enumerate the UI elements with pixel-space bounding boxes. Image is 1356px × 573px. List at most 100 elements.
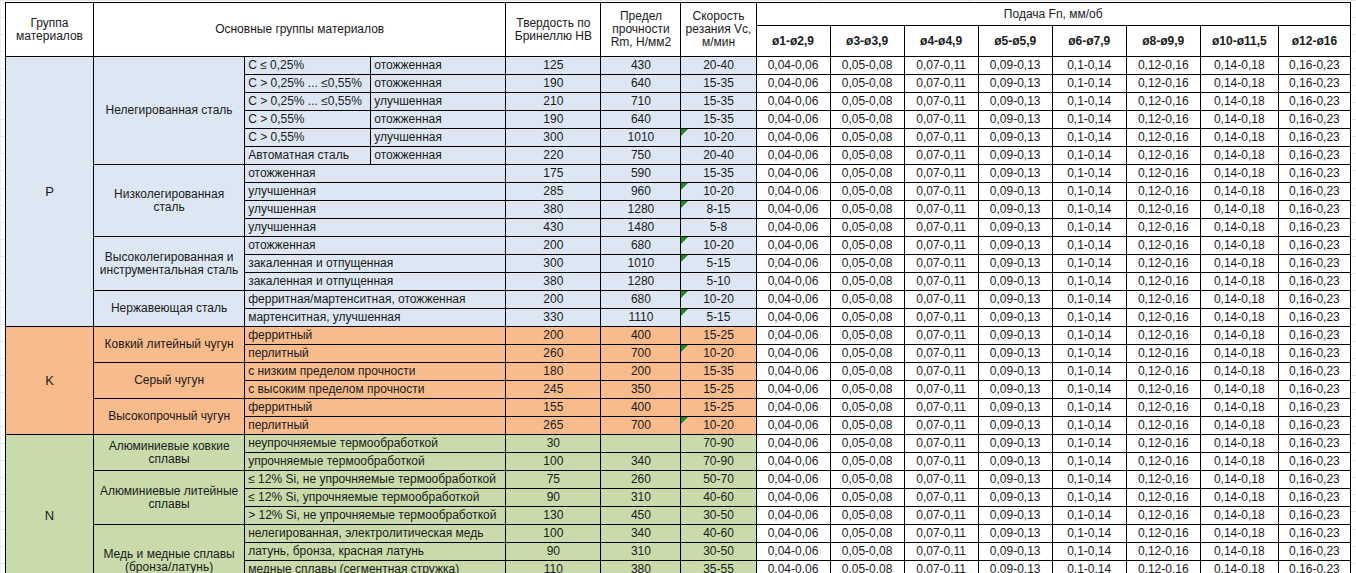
feed-value-cell[interactable]: 0,12-0,16 [1126, 255, 1200, 273]
feed-value-cell[interactable]: 0,14-0,18 [1200, 543, 1278, 561]
feed-value-cell[interactable]: 0,16-0,23 [1278, 183, 1350, 201]
feed-value-cell[interactable]: 0,12-0,16 [1126, 309, 1200, 327]
feed-value-cell[interactable]: 0,14-0,18 [1200, 399, 1278, 417]
hardness-cell[interactable]: 155 [506, 399, 601, 417]
feed-value-cell[interactable]: 0,1-0,14 [1052, 147, 1126, 165]
header-tensile-strength[interactable]: Предел прочности Rm, Н/мм2 [601, 3, 681, 57]
hardness-cell[interactable]: 75 [506, 471, 601, 489]
feed-value-cell[interactable]: 0,1-0,14 [1052, 75, 1126, 93]
feed-value-cell[interactable]: 0,09-0,13 [978, 111, 1052, 129]
feed-value-cell[interactable]: 0,04-0,06 [756, 561, 830, 573]
hardness-cell[interactable]: 110 [506, 561, 601, 573]
feed-value-cell[interactable]: 0,04-0,06 [756, 507, 830, 525]
feed-value-cell[interactable]: 0,14-0,18 [1200, 93, 1278, 111]
feed-value-cell[interactable]: 0,16-0,23 [1278, 525, 1350, 543]
cutting-speed-cell[interactable]: 35-55 [681, 561, 756, 573]
feed-value-cell[interactable]: 0,09-0,13 [978, 507, 1052, 525]
feed-value-cell[interactable]: 0,04-0,06 [756, 57, 830, 75]
feed-value-cell[interactable]: 0,14-0,18 [1200, 201, 1278, 219]
material-state-cell[interactable]: ферритный [245, 399, 506, 417]
material-state-cell[interactable]: отожженная [371, 147, 506, 165]
feed-value-cell[interactable]: 0,04-0,06 [756, 417, 830, 435]
hardness-cell[interactable]: 220 [506, 147, 601, 165]
feed-value-cell[interactable]: 0,1-0,14 [1052, 111, 1126, 129]
hardness-cell[interactable]: 265 [506, 417, 601, 435]
feed-value-cell[interactable]: 0,04-0,06 [756, 75, 830, 93]
feed-value-cell[interactable]: 0,04-0,06 [756, 129, 830, 147]
feed-value-cell[interactable]: 0,12-0,16 [1126, 363, 1200, 381]
feed-value-cell[interactable]: 0,04-0,06 [756, 471, 830, 489]
feed-value-cell[interactable]: 0,12-0,16 [1126, 165, 1200, 183]
feed-value-cell[interactable]: 0,14-0,18 [1200, 273, 1278, 291]
header-feed-d6[interactable]: ø8-ø9,9 [1126, 26, 1200, 57]
header-feed-d8[interactable]: ø12-ø16 [1278, 26, 1350, 57]
feed-value-cell[interactable]: 0,07-0,11 [904, 93, 978, 111]
feed-value-cell[interactable]: 0,04-0,06 [756, 255, 830, 273]
feed-value-cell[interactable]: 0,05-0,08 [830, 327, 904, 345]
feed-value-cell[interactable]: 0,14-0,18 [1200, 381, 1278, 399]
feed-value-cell[interactable]: 0,16-0,23 [1278, 309, 1350, 327]
feed-value-cell[interactable]: 0,05-0,08 [830, 525, 904, 543]
feed-value-cell[interactable]: 0,1-0,14 [1052, 417, 1126, 435]
feed-value-cell[interactable]: 0,07-0,11 [904, 435, 978, 453]
feed-value-cell[interactable]: 0,16-0,23 [1278, 399, 1350, 417]
hardness-cell[interactable]: 300 [506, 255, 601, 273]
material-state-cell[interactable]: отожженная [371, 111, 506, 129]
feed-value-cell[interactable]: 0,1-0,14 [1052, 291, 1126, 309]
feed-value-cell[interactable]: 0,09-0,13 [978, 345, 1052, 363]
strength-cell[interactable]: 310 [601, 543, 681, 561]
feed-value-cell[interactable]: 0,09-0,13 [978, 219, 1052, 237]
material-state-cell[interactable]: закаленная и отпущенная [245, 255, 506, 273]
feed-value-cell[interactable]: 0,12-0,16 [1126, 237, 1200, 255]
material-state-cell[interactable]: ≤ 12% Si, упрочняемые термообработкой [245, 489, 506, 507]
hardness-cell[interactable]: 100 [506, 453, 601, 471]
feed-value-cell[interactable]: 0,14-0,18 [1200, 471, 1278, 489]
feed-value-cell[interactable]: 0,12-0,16 [1126, 147, 1200, 165]
hardness-cell[interactable]: 200 [506, 327, 601, 345]
feed-value-cell[interactable]: 0,04-0,06 [756, 309, 830, 327]
feed-value-cell[interactable]: 0,07-0,11 [904, 57, 978, 75]
feed-value-cell[interactable]: 0,1-0,14 [1052, 471, 1126, 489]
feed-value-cell[interactable]: 0,1-0,14 [1052, 435, 1126, 453]
feed-value-cell[interactable]: 0,07-0,11 [904, 399, 978, 417]
feed-value-cell[interactable]: 0,05-0,08 [830, 543, 904, 561]
feed-value-cell[interactable]: 0,07-0,11 [904, 165, 978, 183]
feed-value-cell[interactable]: 0,04-0,06 [756, 237, 830, 255]
subgroup-name-cell[interactable]: Высокопрочный чугун [94, 399, 245, 435]
feed-value-cell[interactable]: 0,14-0,18 [1200, 147, 1278, 165]
feed-value-cell[interactable]: 0,12-0,16 [1126, 273, 1200, 291]
feed-value-cell[interactable]: 0,16-0,23 [1278, 147, 1350, 165]
hardness-cell[interactable]: 300 [506, 129, 601, 147]
subgroup-name-cell[interactable]: Алюминиевые ковкие сплавы [94, 435, 245, 471]
feed-value-cell[interactable]: 0,07-0,11 [904, 561, 978, 573]
feed-value-cell[interactable]: 0,04-0,06 [756, 165, 830, 183]
cutting-speed-cell[interactable]: 15-25 [681, 381, 756, 399]
feed-value-cell[interactable]: 0,05-0,08 [830, 237, 904, 255]
feed-value-cell[interactable]: 0,07-0,11 [904, 525, 978, 543]
feed-value-cell[interactable]: 0,1-0,14 [1052, 57, 1126, 75]
feed-value-cell[interactable]: 0,14-0,18 [1200, 75, 1278, 93]
feed-value-cell[interactable]: 0,14-0,18 [1200, 453, 1278, 471]
feed-value-cell[interactable]: 0,1-0,14 [1052, 237, 1126, 255]
feed-value-cell[interactable]: 0,05-0,08 [830, 561, 904, 573]
feed-value-cell[interactable]: 0,07-0,11 [904, 273, 978, 291]
cutting-speed-cell[interactable]: 30-50 [681, 507, 756, 525]
cutting-speed-cell[interactable]: 15-35 [681, 165, 756, 183]
material-spec-cell[interactable]: C > 0,25% ... ≤0,55% [245, 93, 371, 111]
strength-cell[interactable]: 640 [601, 111, 681, 129]
feed-value-cell[interactable]: 0,16-0,23 [1278, 345, 1350, 363]
feed-value-cell[interactable]: 0,05-0,08 [830, 345, 904, 363]
material-state-cell[interactable]: перлитный [245, 417, 506, 435]
strength-cell[interactable]: 260 [601, 471, 681, 489]
cutting-speed-cell[interactable]: 15-35 [681, 93, 756, 111]
feed-value-cell[interactable]: 0,09-0,13 [978, 75, 1052, 93]
subgroup-name-cell[interactable]: Нержавеющая сталь [94, 291, 245, 327]
strength-cell[interactable]: 1280 [601, 273, 681, 291]
cutting-speed-cell[interactable]: 20-40 [681, 147, 756, 165]
feed-value-cell[interactable]: 0,16-0,23 [1278, 543, 1350, 561]
feed-value-cell[interactable]: 0,04-0,06 [756, 543, 830, 561]
hardness-cell[interactable]: 100 [506, 525, 601, 543]
feed-value-cell[interactable]: 0,12-0,16 [1126, 561, 1200, 573]
cutting-speed-cell[interactable]: 10-20 [681, 291, 756, 309]
hardness-cell[interactable]: 190 [506, 111, 601, 129]
